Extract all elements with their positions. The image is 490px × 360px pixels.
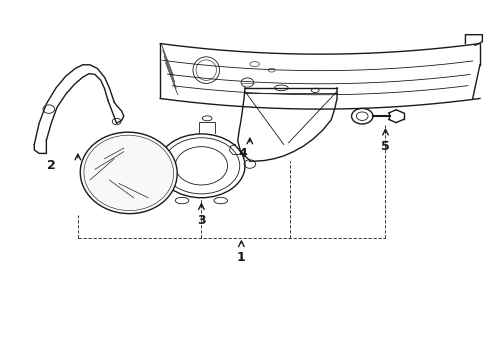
Text: 4: 4 [238, 147, 247, 160]
Text: 3: 3 [197, 214, 206, 227]
Text: 5: 5 [381, 140, 390, 153]
Text: 1: 1 [237, 252, 246, 265]
Ellipse shape [80, 132, 177, 213]
Text: 2: 2 [47, 159, 55, 172]
